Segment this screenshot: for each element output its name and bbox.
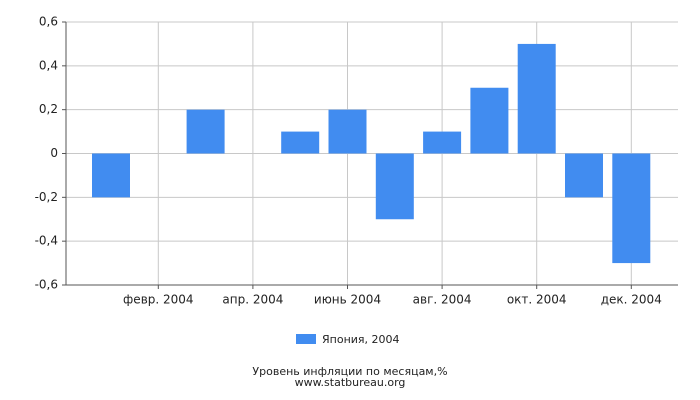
x-tick-label: июнь 2004 [314,293,381,307]
footer-text: www.statbureau.org [295,376,406,389]
bar [375,153,414,220]
x-tick-label: февр. 2004 [123,293,194,307]
y-tick-label: 0,2 [39,102,58,116]
bar [565,153,603,198]
y-tick-label: -0,6 [35,278,58,292]
x-tick-label: дек. 2004 [601,293,662,307]
y-tick-label: 0 [50,146,58,160]
bar [186,109,225,154]
x-tick-label: авг. 2004 [413,293,472,307]
bar [328,109,367,154]
bar [470,87,509,154]
y-tick-label: -0,4 [35,234,58,248]
bar [612,153,651,264]
bar [281,131,320,154]
legend-swatch [296,334,316,344]
y-tick-label: 0,6 [39,15,58,29]
bar [423,131,462,154]
x-tick-label: окт. 2004 [507,293,567,307]
y-tick-label: 0,4 [39,58,58,72]
y-tick-label: -0,2 [35,190,58,204]
bar [92,153,130,198]
bar [517,43,556,154]
legend-label: Япония, 2004 [322,333,400,346]
x-tick-label: апр. 2004 [222,293,283,307]
footer-text: Уровень инфляции по месяцам,% [252,365,447,378]
